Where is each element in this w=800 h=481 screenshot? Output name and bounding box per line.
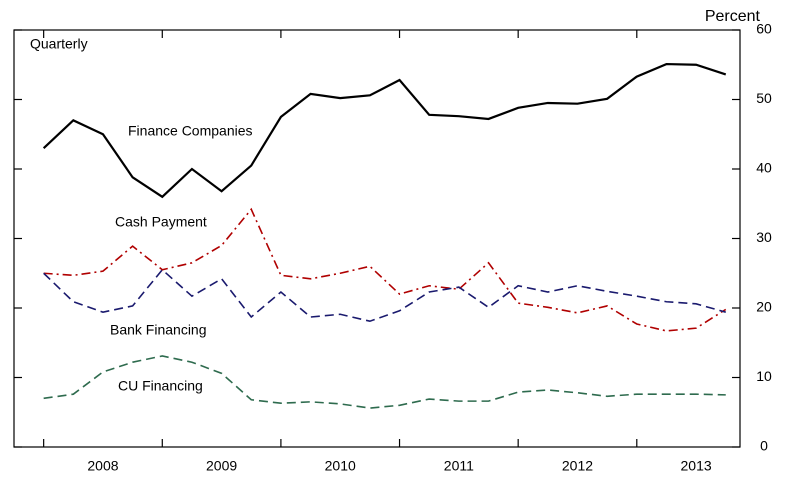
x-tick-label: 2009 xyxy=(206,458,237,474)
y-tick-label: 30 xyxy=(756,229,772,245)
x-tick-label: 2013 xyxy=(681,458,712,474)
x-tick-label: 2012 xyxy=(562,458,593,474)
y-tick-label: 10 xyxy=(756,368,772,384)
y-tick-label: 60 xyxy=(756,21,772,37)
y-tick-label: 40 xyxy=(756,160,772,176)
x-tick-label: 2011 xyxy=(444,458,474,474)
series-label: Finance Companies xyxy=(128,123,253,139)
series-line xyxy=(43,207,727,332)
y-axis-label: Percent xyxy=(705,8,761,25)
subtitle: Quarterly xyxy=(30,36,88,52)
y-tick-label: 0 xyxy=(760,438,768,454)
x-tick-label: 2008 xyxy=(87,458,118,474)
series-line xyxy=(42,62,727,199)
x-tick-label: 2010 xyxy=(325,458,356,474)
y-tick-label: 20 xyxy=(756,299,772,315)
series-line xyxy=(43,355,726,409)
series-line xyxy=(43,268,726,323)
series-label: Cash Payment xyxy=(115,214,207,230)
series-label: Bank Financing xyxy=(110,322,207,338)
series-label: CU Financing xyxy=(118,378,203,394)
y-tick-label: 50 xyxy=(756,90,772,106)
